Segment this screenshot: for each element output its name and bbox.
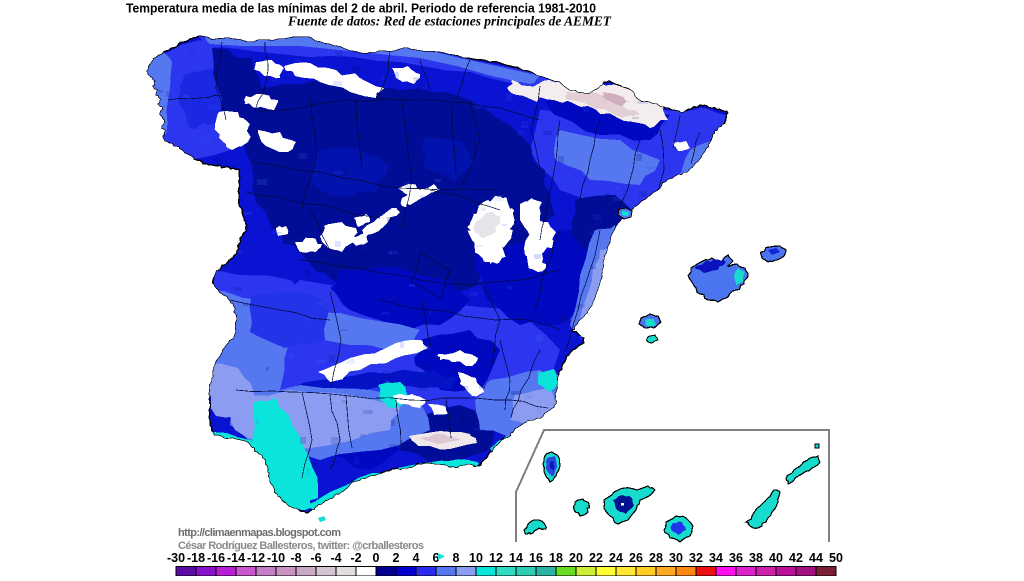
svg-text:-14: -14 (227, 551, 245, 565)
svg-text:-8: -8 (290, 551, 301, 565)
svg-text:-16: -16 (207, 551, 225, 565)
svg-text:8: 8 (453, 551, 460, 565)
svg-text:50: 50 (829, 551, 843, 565)
svg-text:16: 16 (529, 551, 543, 565)
svg-text:18: 18 (549, 551, 563, 565)
svg-text:-30: -30 (167, 551, 185, 565)
svg-text:20: 20 (569, 551, 583, 565)
svg-text:0: 0 (373, 551, 380, 565)
svg-text:38: 38 (749, 551, 763, 565)
svg-text:Temperatura media de las mínim: Temperatura media de las mínimas del 2 d… (126, 2, 596, 16)
svg-text:42: 42 (789, 551, 803, 565)
svg-text:César Rodríguez Ballesteros, t: César Rodríguez Ballesteros, twitter: @c… (178, 540, 424, 552)
svg-text:12: 12 (489, 551, 503, 565)
svg-text:-10: -10 (267, 551, 285, 565)
svg-text:-2: -2 (350, 551, 361, 565)
svg-text:40: 40 (769, 551, 783, 565)
svg-text:28: 28 (649, 551, 663, 565)
svg-text:36: 36 (729, 551, 743, 565)
svg-text:14: 14 (509, 551, 523, 565)
svg-text:4: 4 (413, 551, 420, 565)
svg-text:Fuente de datos: Red de estaci: Fuente de datos: Red de estaciones princ… (287, 15, 612, 30)
svg-text:30: 30 (669, 551, 683, 565)
svg-text:24: 24 (609, 551, 623, 565)
svg-text:-4: -4 (330, 551, 341, 565)
svg-text:-12: -12 (247, 551, 265, 565)
svg-text:2: 2 (393, 551, 400, 565)
svg-text:-6: -6 (310, 551, 321, 565)
svg-text:6: 6 (433, 551, 440, 565)
svg-text:-18: -18 (187, 551, 205, 565)
svg-text:32: 32 (689, 551, 703, 565)
svg-text:26: 26 (629, 551, 643, 565)
svg-text:22: 22 (589, 551, 603, 565)
svg-text:34: 34 (709, 551, 723, 565)
svg-text:44: 44 (809, 551, 823, 565)
svg-text:http://climaenmapas.blogspot.c: http://climaenmapas.blogspot.com (178, 527, 341, 539)
svg-text:10: 10 (469, 551, 483, 565)
